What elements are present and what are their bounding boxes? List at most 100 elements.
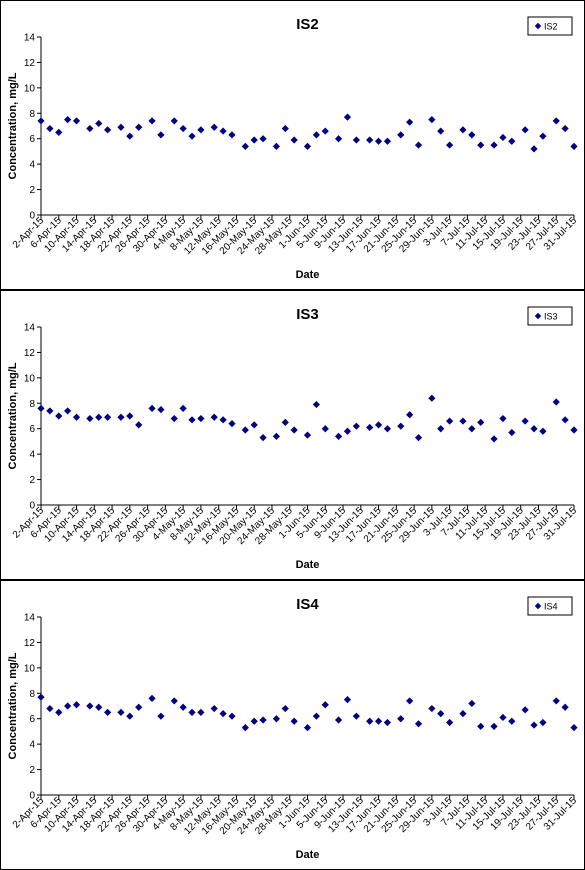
data-point xyxy=(303,142,312,150)
y-tick-label: 12 xyxy=(24,58,36,69)
data-point xyxy=(477,722,485,730)
data-point xyxy=(250,136,258,144)
legend-box xyxy=(527,306,573,326)
legend-label: IS4 xyxy=(544,602,558,612)
chart-is3: IS3024681012142-Apr-156-Apr-1510-Apr-151… xyxy=(7,306,579,571)
data-point xyxy=(55,708,63,716)
data-point xyxy=(64,116,72,124)
data-point xyxy=(219,127,227,135)
data-point xyxy=(312,712,320,720)
data-point xyxy=(272,432,281,440)
data-point xyxy=(95,703,103,711)
data-point xyxy=(259,434,267,442)
legend: IS4 xyxy=(527,596,573,616)
x-axis-label: Date xyxy=(296,849,320,861)
data-point xyxy=(530,425,538,433)
data-point xyxy=(170,414,178,423)
chart-title: IS2 xyxy=(296,16,319,33)
data-point xyxy=(406,697,414,705)
y-tick-label: 10 xyxy=(24,663,36,674)
data-point xyxy=(561,703,569,711)
data-point xyxy=(343,427,352,435)
data-point xyxy=(428,704,436,713)
data-point xyxy=(250,717,258,725)
data-point xyxy=(561,124,569,133)
data-point xyxy=(281,704,289,713)
data-point xyxy=(86,124,94,133)
data-point xyxy=(374,421,383,429)
data-point xyxy=(374,137,383,145)
data-point xyxy=(490,722,498,730)
data-point xyxy=(135,123,143,131)
data-point xyxy=(539,718,547,727)
y-tick-label: 0 xyxy=(29,791,35,802)
data-point xyxy=(397,131,405,139)
data-point xyxy=(570,426,578,434)
data-point xyxy=(508,137,516,145)
data-point xyxy=(157,131,165,139)
data-point xyxy=(406,411,414,419)
data-point xyxy=(241,724,249,732)
chart-title: IS3 xyxy=(296,306,319,323)
data-point xyxy=(46,407,54,415)
data-point xyxy=(374,717,383,725)
data-point xyxy=(37,404,45,412)
legend-marker xyxy=(534,602,542,610)
data-point xyxy=(343,113,352,121)
data-point xyxy=(86,702,94,710)
data-point xyxy=(104,126,112,134)
data-point xyxy=(126,132,134,140)
data-point xyxy=(499,133,507,142)
y-tick-label: 2 xyxy=(29,765,35,776)
data-point xyxy=(219,416,227,424)
data-point xyxy=(561,416,569,424)
data-point xyxy=(321,701,329,709)
data-point xyxy=(72,413,81,421)
data-point xyxy=(197,414,205,423)
data-point xyxy=(539,427,547,435)
chart-panel-is2: IS2 0 2 4 6 8 10 12 14 2-Apr-15 6-Apr-15 10-Apr-15 1… xyxy=(0,0,585,290)
data-point xyxy=(552,117,560,125)
data-point xyxy=(366,717,374,725)
y-tick-label: 4 xyxy=(29,450,35,461)
data-point xyxy=(446,718,454,727)
y-axis-label: Concentration, mg/L xyxy=(7,362,19,469)
data-point xyxy=(552,398,560,406)
data-point xyxy=(397,715,405,723)
y-tick-label: 8 xyxy=(29,109,35,120)
data-point xyxy=(64,702,72,710)
data-point xyxy=(366,423,374,432)
data-point xyxy=(86,414,94,423)
data-point xyxy=(157,406,165,414)
data-point xyxy=(383,718,392,727)
y-axis-label: Concentration, mg/L xyxy=(7,652,19,759)
data-point xyxy=(414,141,423,149)
data-point xyxy=(64,407,72,415)
data-point xyxy=(170,697,178,705)
data-point xyxy=(468,131,476,139)
data-point xyxy=(490,141,498,149)
data-point xyxy=(352,712,360,720)
data-point xyxy=(126,412,134,420)
data-point xyxy=(303,724,312,732)
data-point xyxy=(219,710,227,718)
x-axis-label: Date xyxy=(296,269,320,281)
data-point xyxy=(157,712,165,720)
data-point xyxy=(477,418,485,426)
legend: IS2 xyxy=(527,16,573,36)
y-tick-label: 2 xyxy=(29,475,35,486)
data-point xyxy=(179,703,187,711)
data-point xyxy=(539,132,547,140)
y-tick-label: 12 xyxy=(24,638,36,649)
data-point xyxy=(477,141,485,149)
chart-title: IS4 xyxy=(296,596,319,613)
y-tick-label: 8 xyxy=(29,399,35,410)
data-point xyxy=(437,127,445,135)
data-point xyxy=(446,417,454,425)
data-point xyxy=(72,701,81,709)
data-point xyxy=(428,116,436,124)
data-point xyxy=(281,124,289,133)
data-point xyxy=(406,118,414,126)
data-point xyxy=(499,713,507,722)
data-point xyxy=(521,706,529,714)
